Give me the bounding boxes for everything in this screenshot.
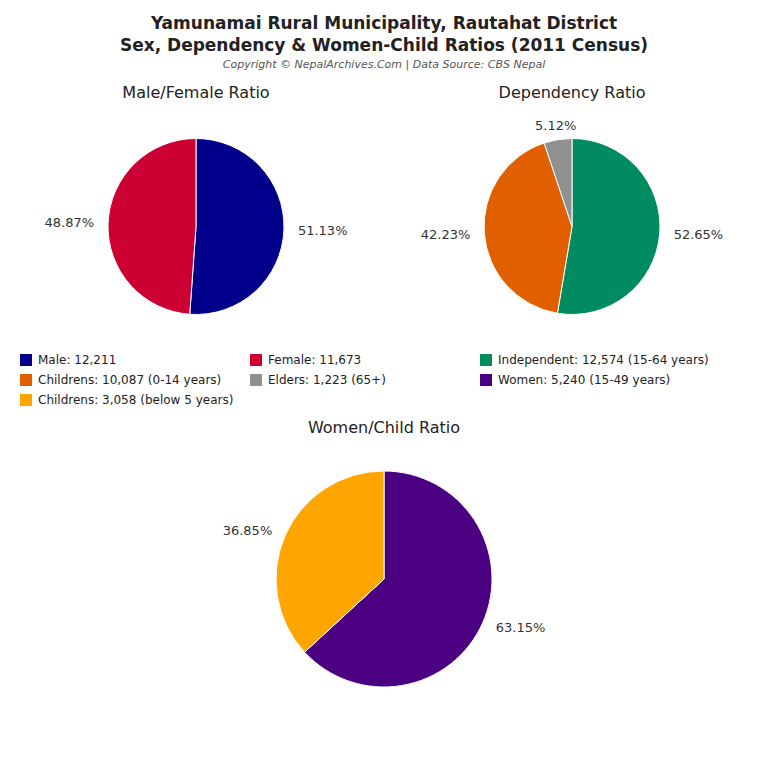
- svg-text:42.23%: 42.23%: [421, 227, 471, 242]
- html-text:Dependency Ratio: Dependency Ratio: [498, 83, 646, 102]
- svg-text:36.85%: 36.85%: [223, 523, 273, 538]
- svg-text:63.15%: 63.15%: [496, 620, 546, 635]
- html-text:Copyright © NepalArchives.Com: Copyright © NepalArchives.Com | Data Sou…: [222, 58, 546, 71]
- svg-text:48.87%: 48.87%: [44, 215, 94, 230]
- html-text:Women: 5,240 (15-49 years): Women: 5,240 (15-49 years): [498, 373, 671, 387]
- html-text:Elders: 1,223 (65+): Elders: 1,223 (65+): [268, 373, 386, 387]
- svg-text:5.12%: 5.12%: [535, 118, 576, 133]
- html-text:Childrens: 10,087 (0-14 years): Childrens: 10,087 (0-14 years): [38, 373, 222, 387]
- html-text:Male: 12,211: Male: 12,211: [38, 353, 117, 367]
- html-text:Women/Child Ratio: Women/Child Ratio: [307, 418, 461, 437]
- svg-text:51.13%: 51.13%: [298, 223, 348, 238]
- html-text:Independent: 12,574 (15-64 yea: Independent: 12,574 (15-64 years): [498, 353, 709, 367]
- html-text:Male/Female Ratio: Male/Female Ratio: [122, 83, 270, 102]
- html-text:Yamunamai Rural Municipality,: Yamunamai Rural Municipality, Rautahat D…: [150, 13, 618, 33]
- svg-text:52.65%: 52.65%: [674, 227, 724, 242]
- html-text:Childrens: 3,058 (below 5 year: Childrens: 3,058 (below 5 years): [38, 393, 234, 407]
- html-text:Sex, Dependency & Women-Child: Sex, Dependency & Women-Child Ratios (20…: [119, 35, 649, 55]
- html-text:Female: 11,673: Female: 11,673: [268, 353, 362, 367]
